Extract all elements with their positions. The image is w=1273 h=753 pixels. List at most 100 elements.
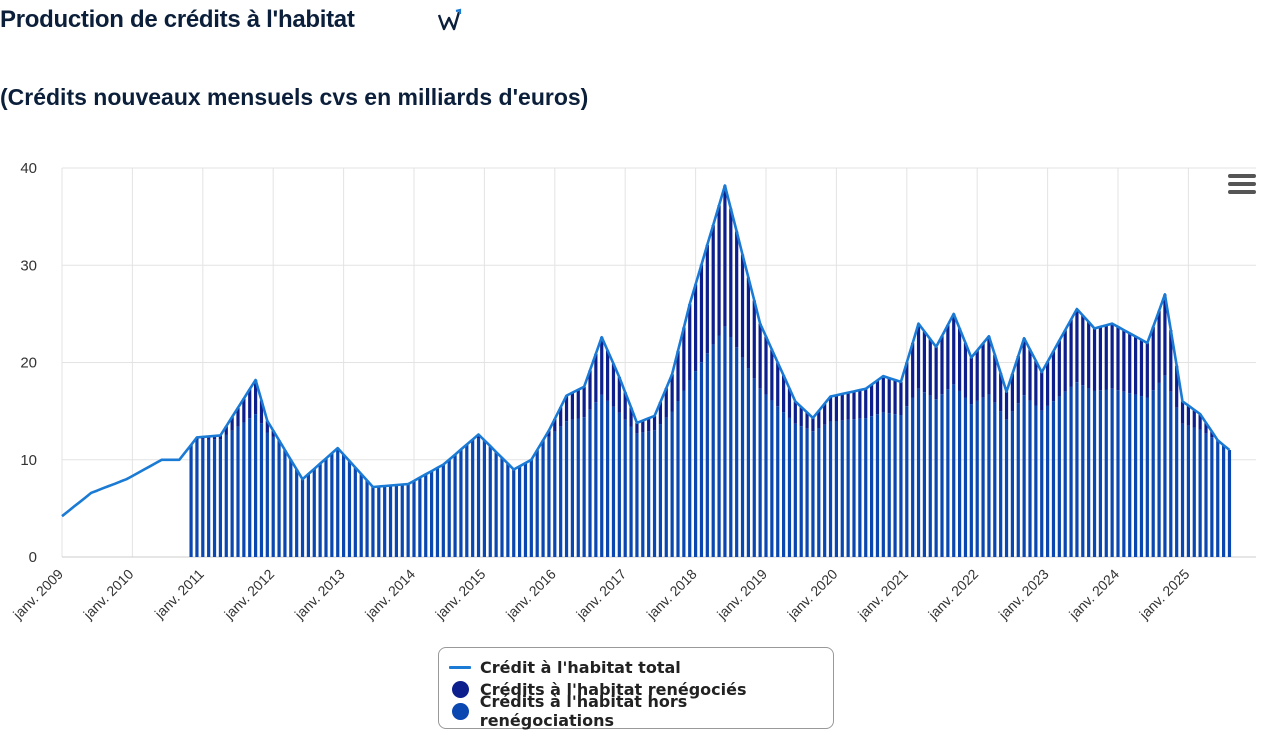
bar-hors-renegociations xyxy=(553,431,557,557)
bar-hors-renegociations xyxy=(600,394,604,557)
bar-renegocies xyxy=(1204,422,1208,434)
x-tick-label: janv. 2023 xyxy=(995,566,1052,623)
bar-renegocies xyxy=(688,304,692,381)
bar-hors-renegociations xyxy=(300,479,305,557)
bar-hors-renegociations xyxy=(494,451,498,557)
bar-renegocies xyxy=(1040,372,1044,411)
bar-hors-renegociations xyxy=(1157,382,1161,557)
bar-renegocies xyxy=(236,407,240,427)
bar-renegocies xyxy=(1128,333,1132,394)
bar-hors-renegociations xyxy=(699,362,704,557)
bar-renegocies xyxy=(969,357,973,405)
bar-hors-renegociations xyxy=(347,461,352,557)
bar-renegocies xyxy=(207,436,211,440)
chart-menu-button[interactable] xyxy=(1228,174,1256,198)
bar-renegocies xyxy=(1034,360,1038,406)
bar-renegocies xyxy=(564,395,569,422)
bar-renegocies xyxy=(1016,355,1020,404)
bar-renegocies xyxy=(887,378,891,414)
bar-hors-renegociations xyxy=(500,457,504,557)
legend-label-hors: Crédits à l'habitat hors renégociations xyxy=(479,692,688,730)
bar-renegocies xyxy=(559,407,563,427)
bar-renegocies xyxy=(1057,340,1061,397)
bar-renegocies xyxy=(811,417,815,432)
bar-hors-renegociations xyxy=(424,474,428,557)
bar-hors-renegociations xyxy=(846,419,850,557)
bar-renegocies xyxy=(652,415,657,431)
bar-hors-renegociations xyxy=(1116,390,1120,557)
bar-renegocies xyxy=(1192,409,1196,428)
legend-item-hors[interactable]: Crédits à l'habitat hors renégociations xyxy=(449,692,823,730)
x-tick-label: janv. 2018 xyxy=(643,566,700,623)
bar-hors-renegociations xyxy=(934,399,938,557)
bar-renegocies xyxy=(600,337,604,395)
bar-hors-renegociations xyxy=(435,467,440,557)
bar-hors-renegociations xyxy=(729,336,733,557)
bar-hors-renegociations xyxy=(570,419,574,557)
bar-hors-renegociations xyxy=(782,412,786,557)
legend-item-total[interactable]: Crédit à l'habitat total xyxy=(449,656,823,678)
bar-renegocies xyxy=(940,335,944,395)
bar-hors-renegociations xyxy=(840,420,844,557)
bar-hors-renegociations xyxy=(1098,390,1102,557)
bar-renegocies xyxy=(958,328,962,391)
legend-label-total: Crédit à l'habitat total xyxy=(480,657,681,677)
bar-hors-renegociations xyxy=(694,371,698,557)
bar-renegocies xyxy=(635,422,639,434)
bar-renegocies xyxy=(1104,325,1108,390)
bar-hors-renegociations xyxy=(752,378,756,557)
legend-item-renegocies[interactable]: Crédits à l'habitat renégociés xyxy=(449,678,823,700)
bar-renegocies xyxy=(852,391,856,420)
bar-hors-renegociations xyxy=(617,412,621,557)
bar-hors-renegociations xyxy=(999,411,1003,557)
bar-hors-renegociations xyxy=(817,428,821,557)
bar-renegocies xyxy=(875,380,880,415)
bar-hors-renegociations xyxy=(1063,391,1067,557)
bar-hors-renegociations xyxy=(224,434,228,557)
bar-hors-renegociations xyxy=(981,397,985,557)
bar-hors-renegociations xyxy=(277,441,281,557)
bar-hors-renegociations xyxy=(248,418,252,557)
bar-renegocies xyxy=(594,353,598,403)
x-tick-label: janv. 2010 xyxy=(80,566,137,623)
bar-hors-renegociations xyxy=(875,414,880,557)
bar-renegocies xyxy=(271,430,275,437)
bar-renegocies xyxy=(218,435,222,440)
bar-hors-renegociations xyxy=(447,459,451,557)
bar-hors-renegociations xyxy=(242,422,246,557)
bar-hors-renegociations xyxy=(201,439,205,557)
bar-renegocies xyxy=(893,380,897,415)
bar-renegocies xyxy=(752,300,756,379)
bar-hors-renegociations xyxy=(383,486,387,557)
bar-hors-renegociations xyxy=(1092,390,1097,557)
bar-renegocies xyxy=(224,426,228,435)
bar-renegocies xyxy=(916,323,921,389)
bar-renegocies xyxy=(1122,330,1126,392)
bar-hors-renegociations xyxy=(1087,388,1091,557)
x-tick-label: janv. 2016 xyxy=(502,566,559,623)
bar-renegocies xyxy=(1210,431,1214,438)
bar-renegocies xyxy=(746,277,750,369)
bar-hors-renegociations xyxy=(682,390,686,557)
bar-renegocies xyxy=(547,430,551,437)
bar-hors-renegociations xyxy=(412,480,416,557)
bar-hors-renegociations xyxy=(265,432,269,557)
bar-renegocies xyxy=(846,392,850,420)
bar-hors-renegociations xyxy=(1192,427,1196,557)
bar-hors-renegociations xyxy=(1216,441,1220,557)
bar-renegocies xyxy=(617,377,621,413)
bar-hors-renegociations xyxy=(330,453,334,557)
bar-hors-renegociations xyxy=(740,357,745,557)
bar-hors-renegociations xyxy=(453,454,457,557)
bar-renegocies xyxy=(1134,336,1138,395)
bar-hors-renegociations xyxy=(230,430,234,557)
bar-renegocies xyxy=(834,395,838,422)
bar-hors-renegociations xyxy=(828,421,833,557)
bar-renegocies xyxy=(782,375,786,413)
x-tick-label: janv. 2022 xyxy=(924,566,981,623)
x-tick-label: janv. 2014 xyxy=(361,566,418,623)
bar-hors-renegociations xyxy=(594,402,598,557)
bar-renegocies xyxy=(1051,351,1056,402)
bar-hors-renegociations xyxy=(359,474,363,557)
bar-renegocies xyxy=(588,370,592,410)
